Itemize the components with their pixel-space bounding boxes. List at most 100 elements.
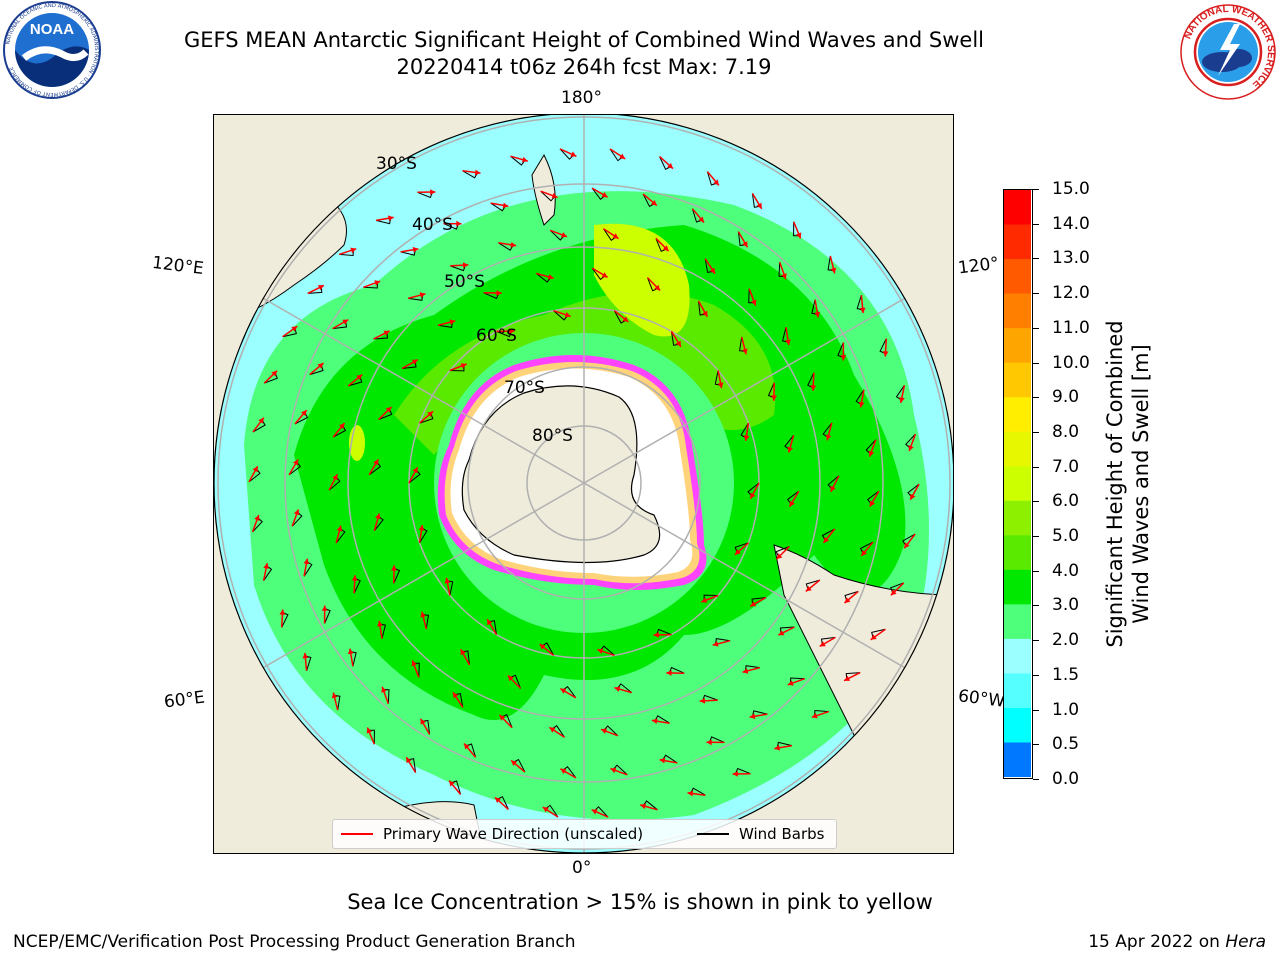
wave-direction-arrowhead — [743, 435, 750, 441]
wave-direction-legend-label: Primary Wave Direction (unscaled) — [383, 825, 644, 843]
wave-direction-arrowhead — [412, 467, 418, 474]
chart-title: GEFS MEAN Antarctic Significant Height o… — [183, 28, 985, 52]
wave-direction-arrowhead — [254, 515, 260, 521]
colorbar-tick-label: 2.0 — [1052, 630, 1080, 651]
wave-direction-arrowhead — [698, 216, 704, 223]
wave-direction-arrowhead — [496, 290, 502, 296]
colorbar-swatch — [1004, 569, 1031, 605]
wave-direction-arrowhead — [456, 220, 462, 227]
colorbar-tick-mark — [1033, 501, 1039, 503]
wave-direction-arrowhead — [785, 339, 791, 346]
wave-direction-arrowhead — [495, 797, 501, 803]
wave-direction-arrowhead — [373, 459, 379, 466]
wave-direction-arrowhead — [750, 492, 756, 499]
colorbar-tick-mark — [1033, 709, 1039, 711]
colorbar-swatch — [1004, 431, 1031, 467]
wave-direction-arrowhead — [510, 242, 517, 248]
wave-direction-arrowhead — [810, 385, 817, 391]
wave-direction-arrowhead — [675, 340, 681, 347]
wave-direction-arrowhead — [840, 355, 847, 361]
colorbar-tick-label: 10.0 — [1052, 352, 1090, 373]
wave-direction-arrowhead — [366, 727, 373, 734]
colorbar-tick-label: 4.0 — [1052, 560, 1080, 581]
colorbar-tick-label: 1.0 — [1052, 699, 1080, 720]
wave-direction-arrowhead — [890, 589, 897, 596]
colorbar-tick-mark — [1033, 466, 1039, 468]
colorbar-title-line1: Significant Height of Combined — [1103, 320, 1127, 648]
wave-direction-arrowhead — [904, 542, 910, 549]
wave-direction-arrowhead — [651, 718, 658, 724]
wave-direction-arrowhead — [449, 780, 455, 787]
wave-direction-arrowhead — [375, 513, 381, 520]
wave-direction-arrowhead — [771, 395, 777, 401]
colorbar-swatch — [1004, 673, 1031, 709]
wave-direction-arrowhead — [460, 649, 466, 656]
colorbar-swatch — [1004, 259, 1031, 295]
wave-direction-arrowhead — [687, 790, 694, 797]
colorbar-tick-label: 1.5 — [1052, 664, 1080, 685]
wave-direction-arrowhead — [619, 153, 626, 159]
lat-label-30s: 30°S — [376, 154, 417, 174]
lat-label-80s: 80°S — [532, 426, 573, 446]
wave-direction-arrowhead — [882, 351, 889, 357]
colorbar-tick-label: 0.0 — [1052, 769, 1080, 789]
wave-direction-arrowhead — [522, 156, 528, 163]
wave-direction-arrowhead — [861, 550, 867, 556]
wave-direction-arrowhead — [908, 445, 914, 451]
wave-direction-arrowhead — [830, 485, 836, 492]
wave-direction-arrowhead — [317, 285, 324, 291]
wave-direction-arrowhead — [601, 728, 607, 734]
lon-label-180: 180° — [561, 88, 602, 108]
chart-subtitle: 20220414 t06z 264h fcst Max: 7.19 — [396, 55, 772, 79]
colorbar-tick-mark — [1033, 744, 1039, 746]
wave-direction-arrowhead — [591, 809, 598, 815]
lon-label-60e: 60°E — [162, 687, 206, 713]
wave-direction-arrowhead — [263, 563, 269, 569]
wave-direction-arrowhead — [418, 525, 425, 531]
colorbar-tick-mark — [1033, 431, 1039, 433]
colorbar-title: Significant Height of Combined Wind Wave… — [1102, 274, 1154, 694]
colorbar-tick-mark — [1033, 536, 1039, 538]
colorbar-tick-mark — [1033, 327, 1039, 329]
wave-direction-arrowhead — [252, 466, 258, 473]
wave-direction-arrowhead — [899, 397, 905, 403]
colorbar-tick-label: 13.0 — [1052, 248, 1090, 269]
colorbar-swatch — [1004, 397, 1031, 433]
wave-direction-arrowhead — [444, 577, 451, 584]
footer-date-text: 15 Apr 2022 on — [1088, 932, 1226, 952]
lat-label-40s: 40°S — [412, 215, 453, 235]
wave-direction-arrowhead — [706, 739, 712, 746]
wave-direction-arrowhead — [317, 363, 324, 369]
wave-direction-arrowhead — [507, 675, 514, 682]
wave-direction-arrowhead — [717, 382, 724, 389]
wave-direction-arrowhead — [374, 280, 381, 286]
wave-direction-arrowhead — [549, 727, 556, 733]
colorbar-tick-mark — [1033, 293, 1039, 295]
colorbar-tick-label: 12.0 — [1052, 283, 1090, 304]
colorbar-tick-label: 11.0 — [1052, 317, 1090, 338]
lon-label-60w: 60°W — [956, 686, 1006, 712]
wave-direction-arrowhead — [859, 307, 866, 314]
wave-direction-arrowhead — [301, 410, 307, 416]
wave-direction-arrowhead — [823, 537, 829, 543]
wave-direction-arrowhead — [776, 553, 783, 560]
wave-direction-arrowhead — [742, 348, 748, 355]
wave-direction-arrowhead — [814, 311, 821, 318]
wave-direction-arrowhead — [547, 274, 554, 280]
wave-direction-arrowhead — [811, 712, 818, 719]
wave-direction-arrowhead — [742, 241, 748, 248]
colorbar-tick-mark — [1033, 779, 1039, 780]
wave-direction-arrowhead — [474, 169, 481, 176]
wave-direction-arrowhead — [666, 670, 672, 676]
colorbar-tick-label: 14.0 — [1052, 213, 1090, 234]
wave-direction-arrowhead — [702, 310, 708, 317]
colorbar-swatch — [1004, 707, 1031, 744]
wave-direction-arrowhead — [453, 692, 459, 699]
colorbar-swatch — [1004, 500, 1031, 536]
wave-direction-arrowhead — [258, 417, 264, 424]
wave-direction-arrowhead — [654, 284, 661, 291]
wave-direction-arrowhead — [279, 609, 286, 615]
colorbar-tick-mark — [1033, 258, 1039, 260]
colorbar-tick-mark — [1033, 605, 1039, 607]
wave-direction-arrowhead — [732, 771, 738, 777]
